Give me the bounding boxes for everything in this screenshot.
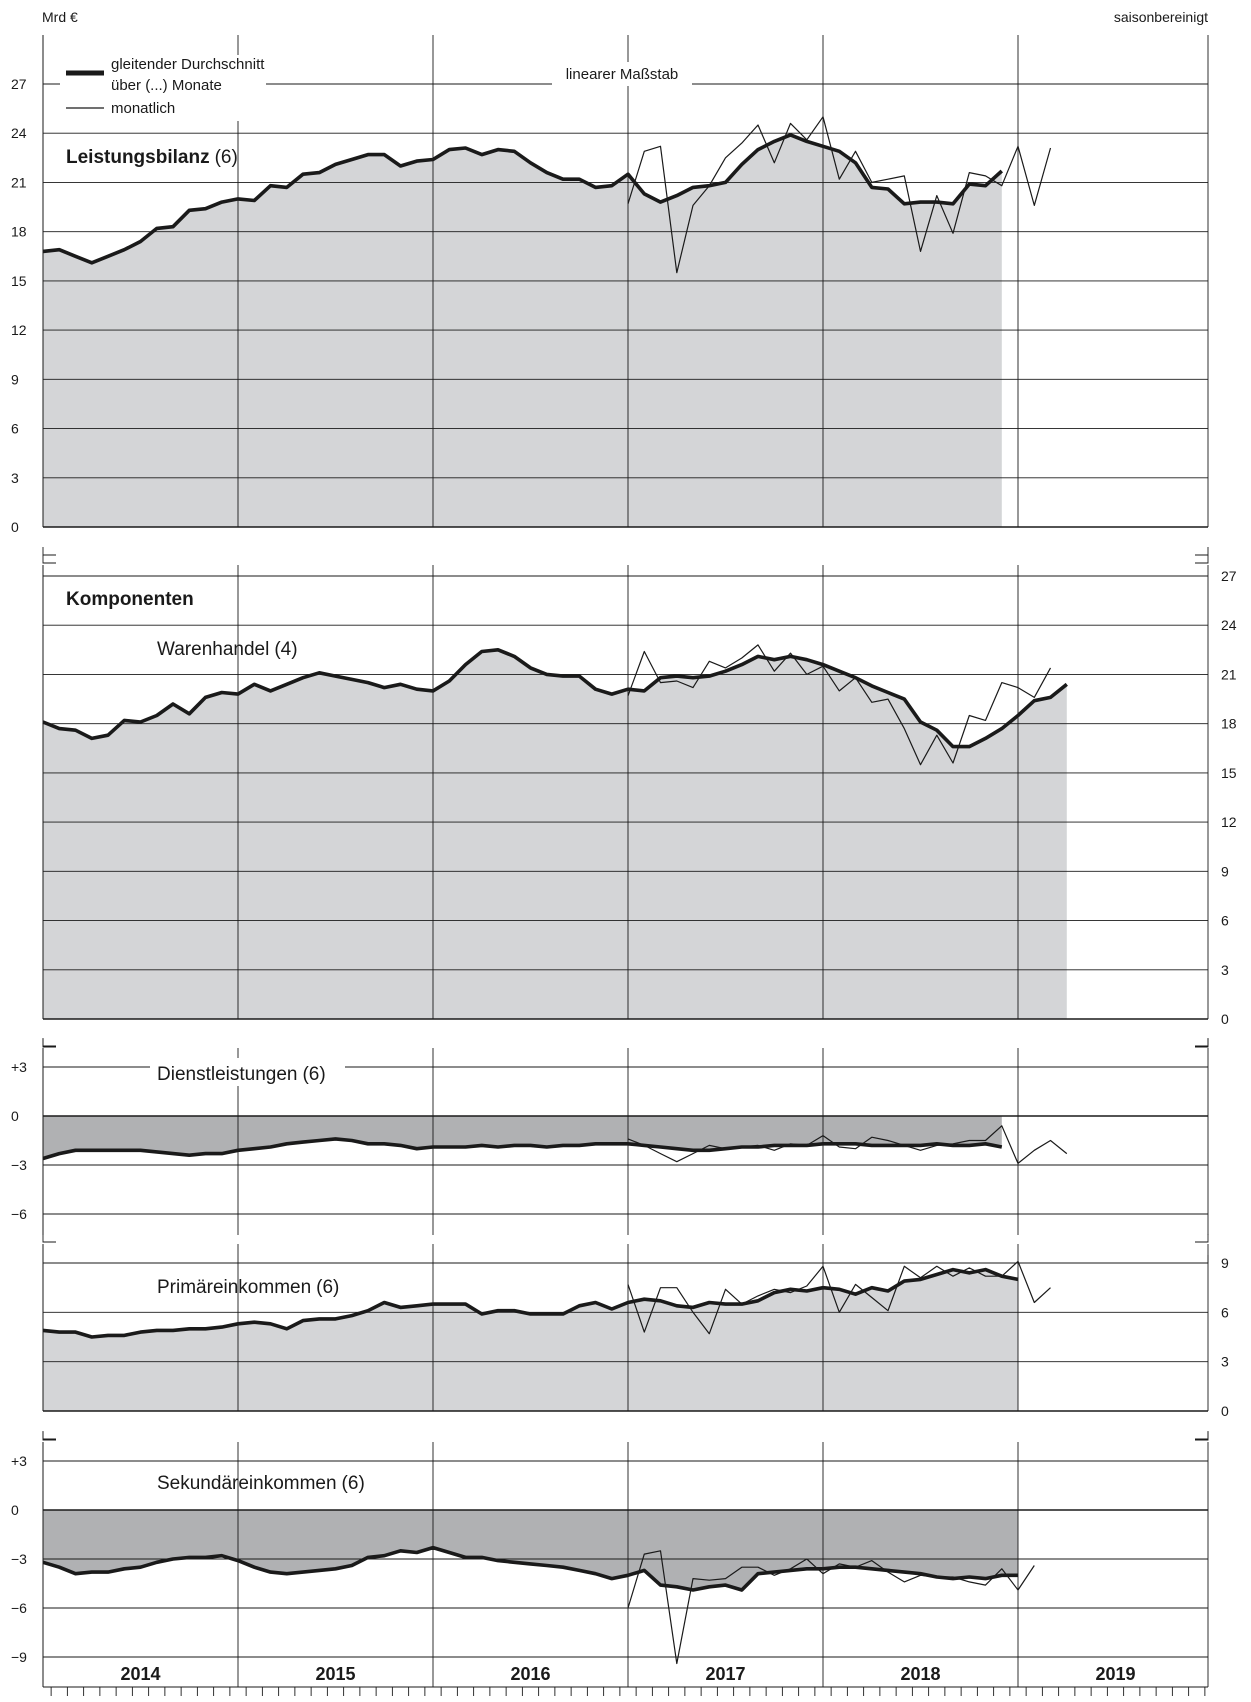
- y-tick-label-4-4: +3: [11, 1453, 27, 1469]
- y-tick-label-0-8: 24: [11, 125, 27, 141]
- label-background-dienstleistungen: [150, 1058, 345, 1086]
- series-lines: [42, 116, 1068, 1665]
- area-fill-2: [43, 1116, 1002, 1159]
- series-line-monthly-3: [627, 1260, 1051, 1335]
- y-tick-label-1-1: 3: [1221, 962, 1229, 978]
- y-tick-label-0-4: 12: [11, 322, 27, 338]
- y-tick-label-1-7: 21: [1221, 666, 1237, 682]
- y-tick-label-1-5: 15: [1221, 765, 1237, 781]
- bracket-right-bottom-2: [1195, 1255, 1209, 1264]
- adjustment-label: saisonbereinigt: [1114, 9, 1208, 25]
- series-line-average-0: [42, 133, 1004, 265]
- year-label-2017: 2017: [705, 1664, 745, 1684]
- series-line-average-3: [42, 1267, 1019, 1339]
- y-tick-label-4-3: 0: [11, 1502, 19, 1518]
- y-tick-label-3-1: 3: [1221, 1354, 1229, 1370]
- year-label-bg-2018: [888, 1661, 953, 1685]
- y-tick-label-4-2: −3: [11, 1551, 27, 1567]
- y-tick-label-1-0: 0: [1221, 1011, 1229, 1027]
- series-line-average-1: [42, 647, 1068, 749]
- year-label-2015: 2015: [315, 1664, 355, 1684]
- y-tick-label-0-2: 6: [11, 421, 19, 437]
- y-tick-label-0-3: 9: [11, 371, 19, 387]
- series-label-dienstleistungen: Dienstleistungen (6): [157, 1064, 326, 1085]
- y-tick-label-2-1: −3: [11, 1157, 27, 1173]
- year-label-bg-2016: [498, 1661, 563, 1685]
- year-label-2016: 2016: [510, 1664, 550, 1684]
- series-label-sekundaereinkommen: Sekundäreinkommen (6): [157, 1473, 365, 1494]
- series-line-average-4: [42, 1545, 1018, 1592]
- bracket-left-bottom-0: [42, 547, 56, 556]
- y-tick-label-0-1: 3: [11, 470, 19, 486]
- series-line-monthly-0: [627, 116, 1052, 274]
- bracket-right-top-3: [1195, 1432, 1209, 1441]
- y-tick-label-3-2: 6: [1221, 1304, 1229, 1320]
- bracket-left-bottom-3: [42, 1431, 56, 1440]
- series-line-average-2: [42, 1137, 1003, 1161]
- y-tick-label-1-4: 12: [1221, 814, 1237, 830]
- axis-ticks: 0 3 6 9 12 15 18 21 24 27 0 3 6 9 12 15 18 21 24 27 −6 −3 0 +3 0…: [11, 76, 1237, 1696]
- legend-avg-label: gleitender Durchschnitt: [111, 56, 265, 73]
- unit-label: Mrd €: [42, 9, 78, 25]
- legend-avg-label-cont: über (...) Monate: [111, 77, 222, 94]
- scale-note-background: [552, 62, 692, 86]
- area-fill-1: [43, 649, 1067, 1019]
- y-tick-label-0-5: 15: [11, 273, 27, 289]
- bracket-right-top-0: [1195, 555, 1209, 564]
- bracket-right-bottom-3: [1195, 1431, 1209, 1440]
- bracket-right-top-2: [1195, 1234, 1209, 1243]
- year-label-bg-2017: [693, 1661, 758, 1685]
- bracket-right-bottom-0: [1195, 547, 1209, 556]
- scale-note: linearer Maßstab: [566, 66, 679, 83]
- series-label-warenhandel: Warenhandel (4): [157, 639, 298, 660]
- y-tick-label-0-9: 27: [11, 76, 27, 92]
- y-tick-label-2-0: −6: [11, 1206, 27, 1222]
- panel-title-leistungsbilanz: Leistungsbilanz (6): [66, 147, 238, 168]
- bracket-left-bottom-2: [42, 1255, 56, 1264]
- series-label-primaereinkommen: Primäreinkommen (6): [157, 1277, 339, 1298]
- area-fill-0: [43, 134, 1002, 527]
- y-tick-label-3-3: 9: [1221, 1255, 1229, 1271]
- bracket-right-top-1: [1195, 1038, 1209, 1047]
- area-fill-4: [43, 1510, 1018, 1590]
- y-tick-label-2-2: 0: [11, 1108, 19, 1124]
- y-tick-label-4-1: −6: [11, 1600, 27, 1616]
- section-title-komponenten: Komponenten: [66, 589, 194, 610]
- area-fills: [43, 134, 1067, 1590]
- bracket-left-top-2: [42, 1234, 56, 1243]
- y-tick-label-0-0: 0: [11, 519, 19, 535]
- bracket-left-top-3: [42, 1432, 56, 1441]
- year-label-bg-2015: [303, 1661, 368, 1685]
- y-tick-label-1-9: 27: [1221, 568, 1237, 584]
- y-tick-label-1-2: 6: [1221, 913, 1229, 929]
- panel-frames: [42, 35, 1209, 1688]
- area-fill-3: [43, 1269, 1018, 1411]
- y-tick-label-0-6: 18: [11, 224, 27, 240]
- legend: gleitender Durchschnitt über (...) Monat…: [60, 55, 266, 121]
- year-label-2018: 2018: [900, 1664, 940, 1684]
- y-tick-label-3-0: 0: [1221, 1403, 1229, 1419]
- bracket-left-top-1: [42, 1038, 56, 1047]
- y-tick-label-1-8: 24: [1221, 617, 1237, 633]
- year-label-bg-2014: [108, 1661, 173, 1685]
- y-tick-label-4-0: −9: [11, 1649, 27, 1665]
- y-tick-label-1-6: 18: [1221, 716, 1237, 732]
- year-label-bg-2019: [1083, 1661, 1148, 1685]
- bracket-left-top-0: [42, 555, 56, 564]
- year-label-2019: 2019: [1095, 1664, 1135, 1684]
- y-tick-label-1-3: 9: [1221, 863, 1229, 879]
- legend-background: [60, 55, 266, 121]
- year-label-2014: 2014: [120, 1664, 160, 1684]
- y-tick-label-2-3: +3: [11, 1059, 27, 1075]
- legend-monthly-label: monatlich: [111, 100, 175, 117]
- y-tick-label-0-7: 21: [11, 174, 27, 190]
